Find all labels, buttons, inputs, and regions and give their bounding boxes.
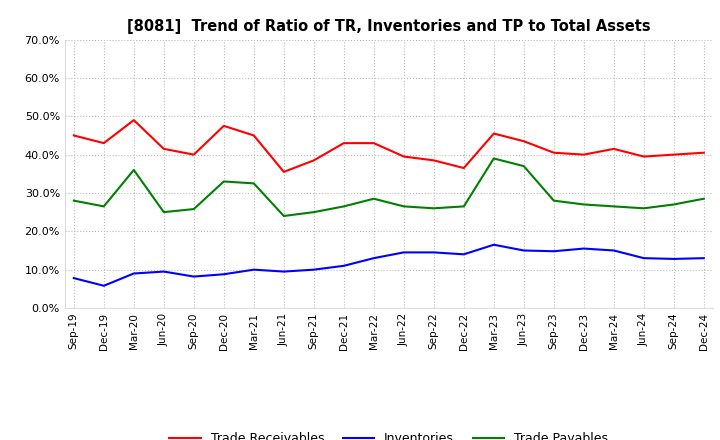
- Inventories: [160, 269, 168, 274]
- Inventories: [310, 267, 318, 272]
- Trade Payables: [400, 204, 408, 209]
- Trade Receivables: [490, 131, 498, 136]
- Trade Payables: [670, 202, 678, 207]
- Trade Receivables: [279, 169, 288, 175]
- Inventories: [69, 275, 78, 281]
- Trade Receivables: [160, 146, 168, 151]
- Legend: Trade Receivables, Inventories, Trade Payables: Trade Receivables, Inventories, Trade Pa…: [164, 427, 613, 440]
- Trade Payables: [490, 156, 498, 161]
- Inventories: [519, 248, 528, 253]
- Inventories: [340, 263, 348, 268]
- Trade Payables: [639, 205, 648, 211]
- Inventories: [639, 256, 648, 261]
- Inventories: [250, 267, 258, 272]
- Trade Payables: [130, 167, 138, 172]
- Trade Receivables: [250, 133, 258, 138]
- Trade Payables: [459, 204, 468, 209]
- Trade Receivables: [310, 158, 318, 163]
- Line: Inventories: Inventories: [73, 245, 703, 286]
- Inventories: [369, 256, 378, 261]
- Inventories: [400, 250, 408, 255]
- Trade Receivables: [459, 165, 468, 171]
- Inventories: [130, 271, 138, 276]
- Inventories: [429, 250, 438, 255]
- Trade Payables: [160, 209, 168, 215]
- Inventories: [580, 246, 588, 251]
- Line: Trade Receivables: Trade Receivables: [73, 120, 703, 172]
- Trade Receivables: [429, 158, 438, 163]
- Trade Receivables: [609, 146, 618, 151]
- Trade Payables: [69, 198, 78, 203]
- Trade Receivables: [519, 139, 528, 144]
- Trade Payables: [429, 205, 438, 211]
- Trade Payables: [310, 209, 318, 215]
- Trade Receivables: [639, 154, 648, 159]
- Inventories: [670, 256, 678, 261]
- Title: [8081]  Trend of Ratio of TR, Inventories and TP to Total Assets: [8081] Trend of Ratio of TR, Inventories…: [127, 19, 651, 34]
- Inventories: [549, 249, 558, 254]
- Trade Payables: [99, 204, 108, 209]
- Trade Receivables: [189, 152, 198, 157]
- Trade Payables: [189, 206, 198, 212]
- Inventories: [220, 271, 228, 277]
- Trade Receivables: [220, 123, 228, 128]
- Trade Payables: [699, 196, 708, 202]
- Trade Receivables: [670, 152, 678, 157]
- Inventories: [609, 248, 618, 253]
- Trade Receivables: [699, 150, 708, 155]
- Inventories: [459, 252, 468, 257]
- Trade Payables: [220, 179, 228, 184]
- Trade Payables: [549, 198, 558, 203]
- Inventories: [189, 274, 198, 279]
- Trade Payables: [519, 164, 528, 169]
- Trade Payables: [609, 204, 618, 209]
- Line: Trade Payables: Trade Payables: [73, 158, 703, 216]
- Trade Receivables: [580, 152, 588, 157]
- Inventories: [99, 283, 108, 288]
- Trade Receivables: [130, 117, 138, 123]
- Trade Receivables: [340, 140, 348, 146]
- Trade Payables: [580, 202, 588, 207]
- Trade Receivables: [400, 154, 408, 159]
- Trade Receivables: [99, 140, 108, 146]
- Trade Payables: [279, 213, 288, 219]
- Trade Receivables: [369, 140, 378, 146]
- Inventories: [279, 269, 288, 274]
- Trade Payables: [340, 204, 348, 209]
- Trade Payables: [250, 181, 258, 186]
- Inventories: [699, 256, 708, 261]
- Inventories: [490, 242, 498, 247]
- Trade Receivables: [69, 133, 78, 138]
- Trade Payables: [369, 196, 378, 202]
- Trade Receivables: [549, 150, 558, 155]
